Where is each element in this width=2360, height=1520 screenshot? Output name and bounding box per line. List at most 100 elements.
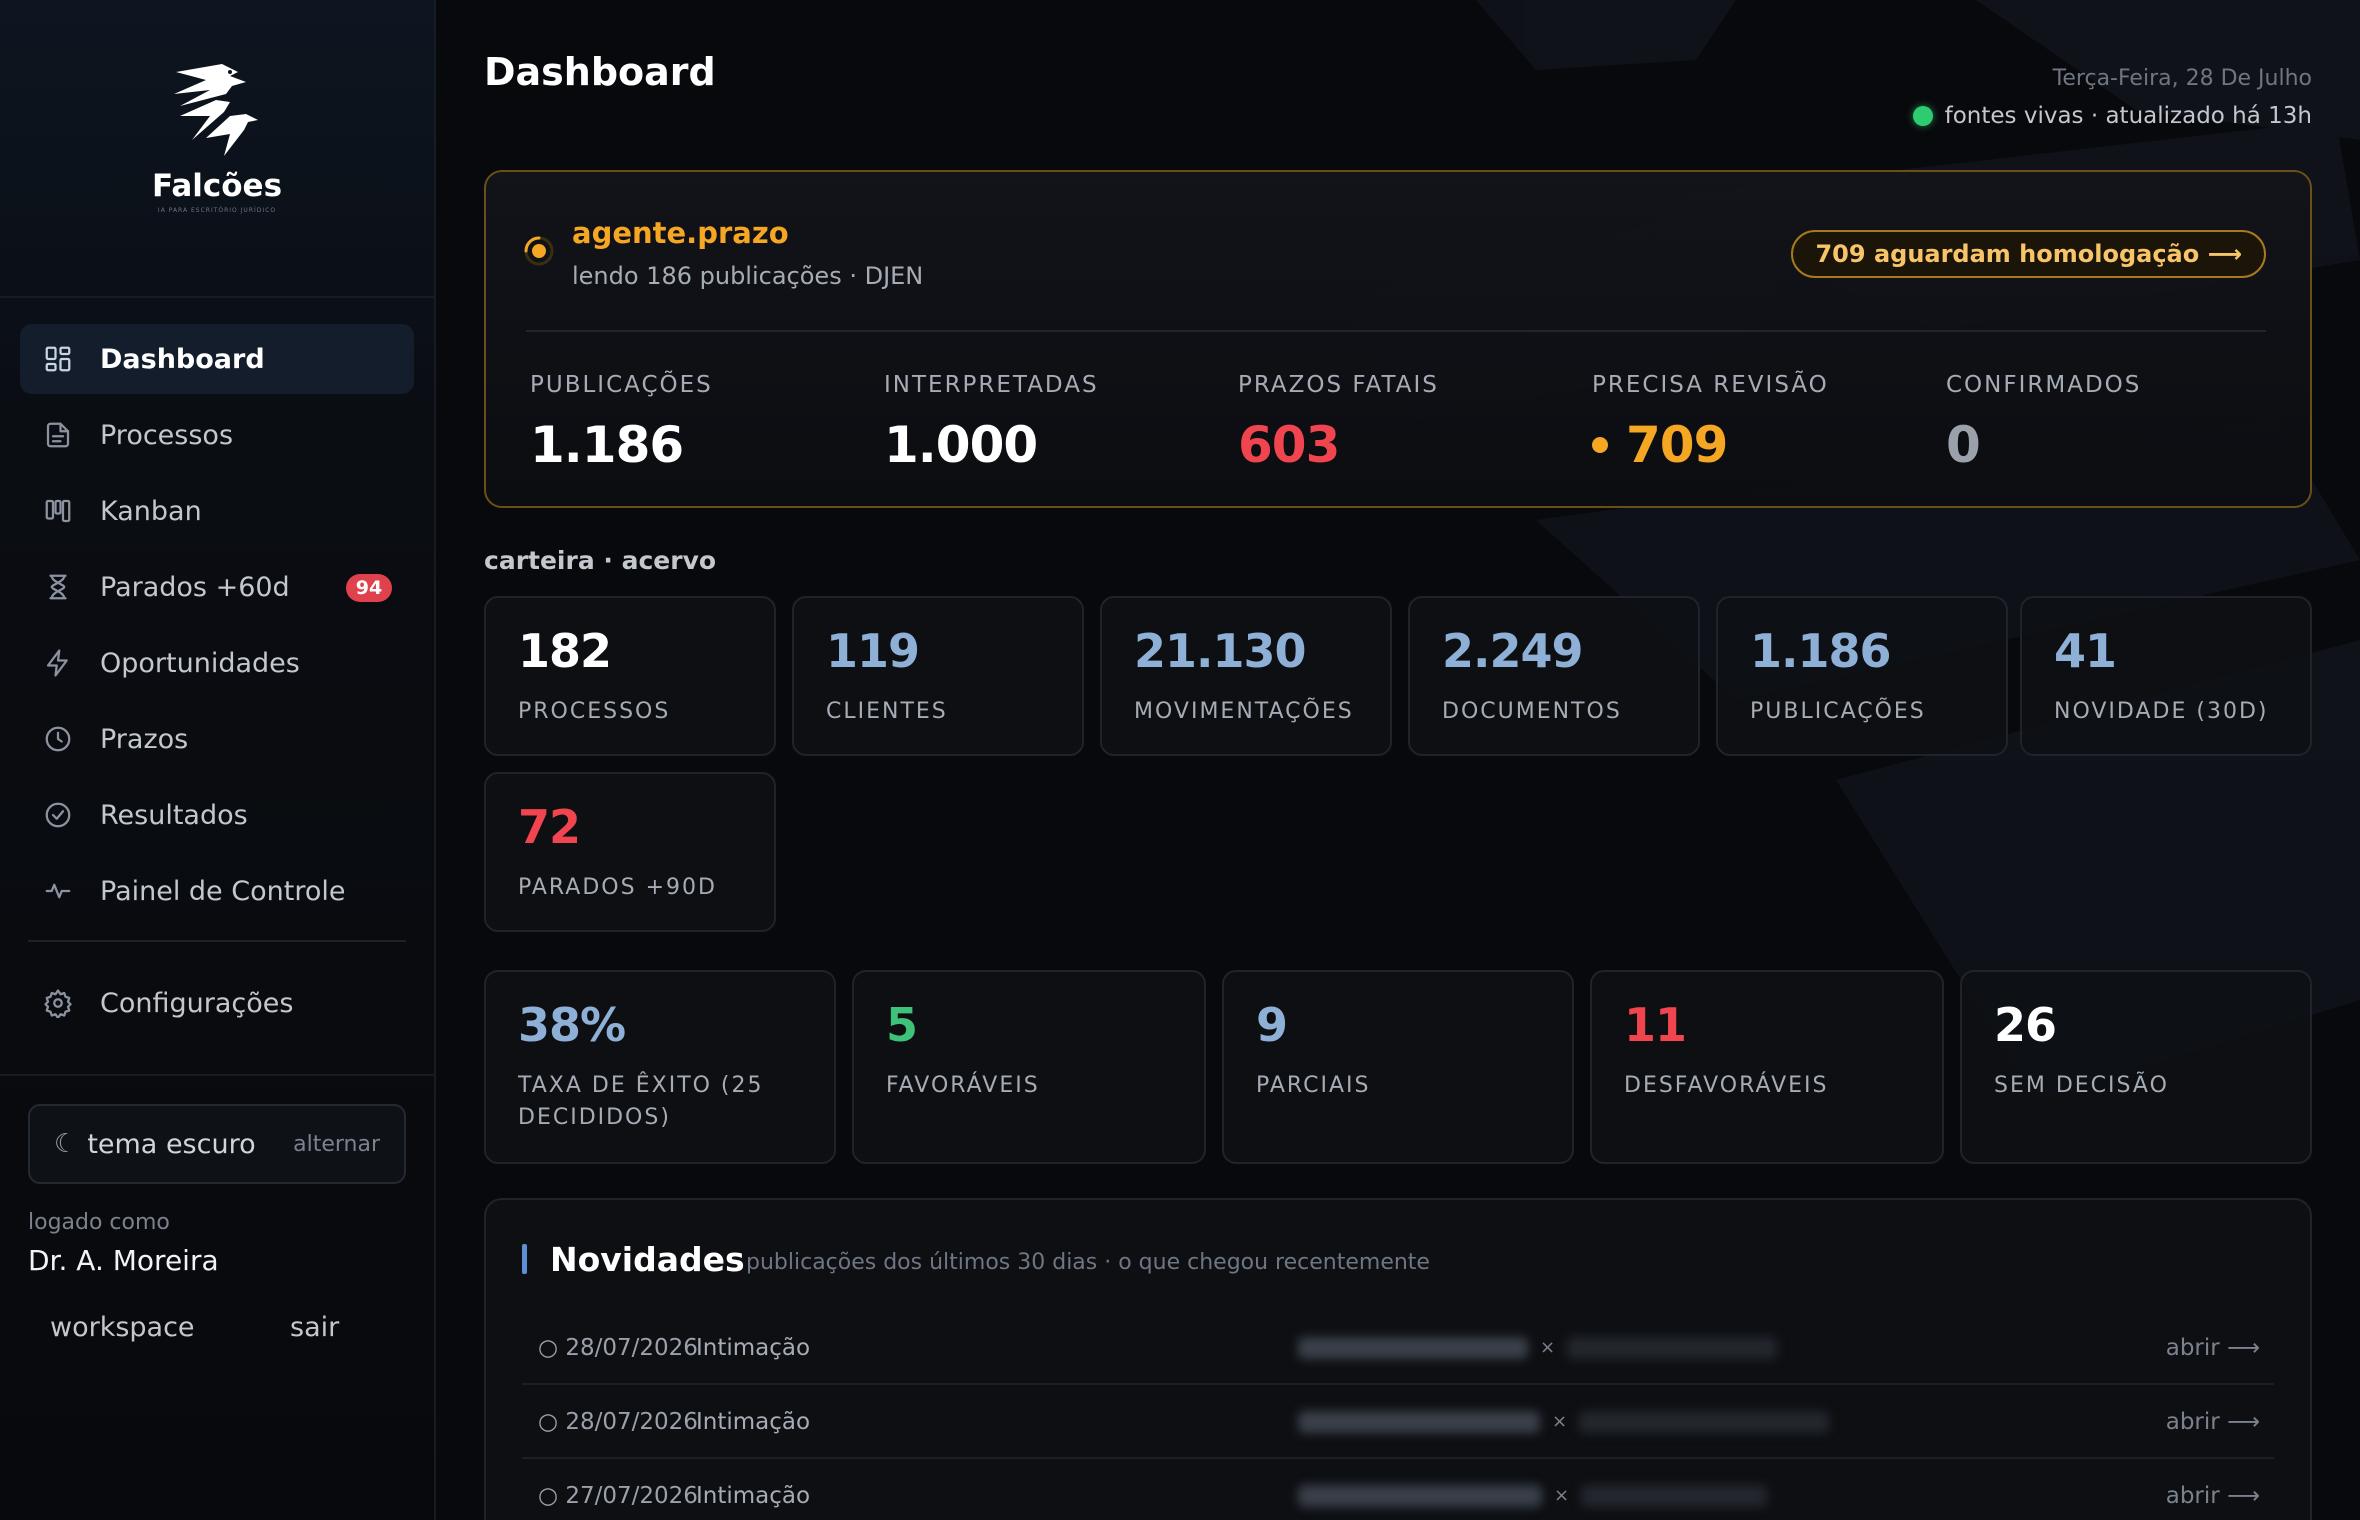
sidebar-item-label: Processos [100,419,234,451]
stat-value: 119 [826,624,920,678]
sidebar-item-label: Kanban [100,495,202,527]
file-icon [42,419,74,451]
list-item[interactable]: ○ 28/07/2026 Intimação × abrir ⟶ [522,1312,2274,1385]
stat-card-publicacoes[interactable]: 1.186 PUBLICAÇÕES [1716,596,2008,756]
warning-dot-icon [1592,437,1608,453]
stat-label: PARCIAIS [1256,1073,1371,1098]
stat-card-novidade[interactable]: 41 NOVIDADE (30D) [2020,596,2312,756]
redacted-party-a [1298,1336,1528,1359]
logout-link[interactable]: sair [290,1312,340,1343]
redacted-parties: × [1298,1336,1778,1359]
clock-icon [42,723,74,755]
sidebar-item-painel-de-controle[interactable]: Painel de Controle [20,856,414,926]
stat-card-taxa-exito[interactable]: 38% TAXA DE ÊXITO (25 DECIDIDOS) [484,970,836,1164]
stat-value: 182 [518,624,612,678]
stat-value: 72 [518,800,581,854]
stat-card-processos[interactable]: 182 PROCESSOS [484,596,776,756]
sidebar-item-processos[interactable]: Processos [20,400,414,470]
publication-type: Intimação [696,1408,811,1435]
brand-logo[interactable]: Falcões IA PARA ESCRITÓRIO JURÍDICO [0,0,434,298]
stat-card-desfavoraveis[interactable]: 11 DESFAVORÁVEIS [1590,970,1944,1164]
stat-label: FAVORÁVEIS [886,1073,1040,1098]
stat-card-parados[interactable]: 72 PARADOS +90D [484,772,776,932]
novidades-panel: Novidades publicações dos últimos 30 dia… [484,1198,2312,1520]
stat-value: 603 [1238,416,1340,474]
stat-label: PUBLICAÇÕES [1750,699,1926,724]
kanban-icon [42,495,74,527]
moon-icon: ☾ [54,1129,78,1159]
open-link[interactable]: abrir ⟶ [2165,1408,2260,1435]
stat-label: INTERPRETADAS [884,372,1099,398]
list-item[interactable]: ○ 28/07/2026 Intimação × abrir ⟶ [522,1386,2274,1459]
stat-label: PUBLICAÇÕES [530,372,713,398]
redacted-party-a [1298,1484,1542,1507]
publication-date: ○ 28/07/2026 [538,1408,698,1435]
versus-icon: × [1554,1485,1570,1506]
publication-date: ○ 28/07/2026 [538,1334,698,1361]
sidebar-item-prazos[interactable]: Prazos [20,704,414,774]
agent-stat-publicacoes: PUBLICAÇÕES 1.186 [530,372,870,474]
stat-label: DOCUMENTOS [1442,699,1622,724]
theme-toggle[interactable]: ☾ tema escuro alternar [28,1104,406,1184]
stat-label: NOVIDADE (30D) [2054,699,2269,724]
stat-label: PARADOS +90D [518,875,717,900]
sidebar-divider [0,1074,434,1076]
redacted-party-a [1298,1410,1540,1433]
section-label-carteira: carteira · acervo [484,546,717,575]
open-link[interactable]: abrir ⟶ [2165,1482,2260,1509]
stat-value: 21.130 [1134,624,1307,678]
stat-value: 2.249 [1442,624,1584,678]
open-link[interactable]: abrir ⟶ [2165,1334,2260,1361]
stat-label: PRAZOS FATAIS [1238,372,1439,398]
agent-card: agente.prazo lendo 186 publicações · DJE… [484,170,2312,508]
stat-card-sem-decisao[interactable]: 26 SEM DECISÃO [1960,970,2312,1164]
falcon-logo-icon [174,64,258,156]
list-item[interactable]: ○ 27/07/2026 Intimação × abrir ⟶ [522,1460,2274,1520]
redacted-parties: × [1298,1410,1830,1433]
gear-icon [42,987,74,1019]
stat-value: 5 [886,998,918,1052]
agent-stat-interpretadas: INTERPRETADAS 1.000 [884,372,1224,474]
stat-label: PRECISA REVISÃO [1592,372,1829,398]
stat-value: 41 [2054,624,2117,678]
theme-toggle-button[interactable]: alternar [293,1131,380,1157]
sidebar-item-configuracoes[interactable]: Configurações [20,968,414,1038]
main-content: Dashboard Terça-Feira, 28 De Julho fonte… [436,0,2360,1520]
sidebar-item-oportunidades[interactable]: Oportunidades [20,628,414,698]
stat-label: CLIENTES [826,699,948,724]
user-name: Dr. A. Moreira [28,1244,219,1277]
stat-card-parciais[interactable]: 9 PARCIAIS [1222,970,1574,1164]
sidebar-item-parados[interactable]: Parados +60d 94 [20,552,414,622]
agent-stat-confirmados: CONFIRMADOS 0 [1946,372,2286,474]
stat-value: 1.000 [884,416,1038,474]
sidebar-item-dashboard[interactable]: Dashboard [20,324,414,394]
live-status: fontes vivas · atualizado há 13h [1912,103,2312,129]
stat-card-documentos[interactable]: 2.249 DOCUMENTOS [1408,596,1700,756]
live-status-text: fontes vivas · atualizado há 13h [1944,103,2312,129]
workspace-link[interactable]: workspace [50,1312,195,1343]
homologation-button[interactable]: 709 aguardam homologação ⟶ [1791,230,2266,278]
sidebar-item-label: Resultados [100,799,248,831]
sidebar-item-resultados[interactable]: Resultados [20,780,414,850]
stat-card-clientes[interactable]: 119 CLIENTES [792,596,1084,756]
stat-card-movimentacoes[interactable]: 21.130 MOVIMENTAÇÕES [1100,596,1392,756]
stat-value: 709 [1626,416,1728,474]
sidebar-item-label: Configurações [100,987,294,1019]
agent-stat-prazos-fatais: PRAZOS FATAIS 603 [1238,372,1578,474]
grid-icon [42,343,74,375]
versus-icon: × [1552,1411,1568,1432]
stat-label: PROCESSOS [518,699,671,724]
brand-name: Falcões [151,168,283,204]
status-dot-icon [1912,106,1933,126]
novidades-subtitle: publicações dos últimos 30 dias · o que … [746,1250,1430,1275]
redacted-party-b [1567,1336,1778,1359]
stat-value: 38% [518,998,626,1052]
count-badge: 94 [346,574,392,602]
stat-card-favoraveis[interactable]: 5 FAVORÁVEIS [852,970,1206,1164]
sidebar-item-label: Painel de Controle [100,875,346,907]
stat-value: 1.186 [530,416,684,474]
sidebar-item-kanban[interactable]: Kanban [20,476,414,546]
stat-value: 0 [1946,416,1981,474]
stat-value: 9 [1256,998,1288,1052]
